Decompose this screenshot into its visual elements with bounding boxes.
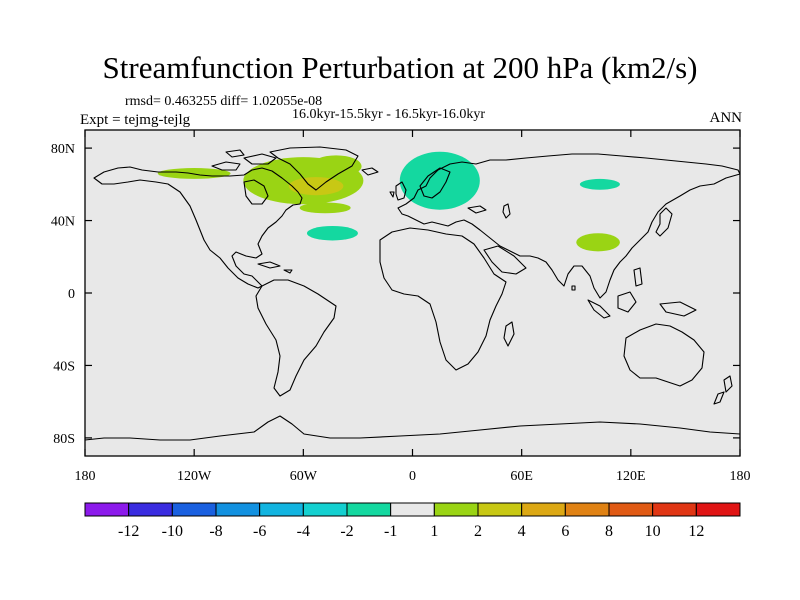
colorbar-label: -2 (340, 523, 353, 540)
colorbar-label: 12 (688, 523, 704, 540)
coast-philippines (633, 267, 643, 287)
stats-line: rmsd= 0.463255 diff= 1.02055e-08 (125, 94, 323, 109)
colorbar-swatch (477, 502, 523, 517)
coast-new-guinea (659, 301, 697, 317)
anomaly-layer (157, 151, 620, 252)
coastlines (84, 146, 741, 441)
colorbar-swatch (171, 502, 217, 517)
y-tick-label: 40N (51, 215, 75, 230)
y-tick-label: 80N (51, 142, 75, 157)
colorbar-swatch (433, 502, 479, 517)
x-tick-label: 180 (730, 469, 751, 484)
colorbar-label: -4 (297, 523, 310, 540)
colorbar-label: 2 (474, 523, 482, 540)
coast-australia (623, 323, 705, 387)
y-tick-label: 0 (68, 287, 75, 302)
anomaly-north-atlantic (299, 202, 351, 214)
colorbar-label: -12 (118, 523, 139, 540)
coast-greenland (269, 146, 359, 191)
chart-title: Streamfunction Perturbation at 200 hPa (… (102, 50, 698, 85)
coast-new-zealand (713, 375, 733, 405)
y-tick-label: 80S (53, 432, 75, 447)
colorbar-label: 1 (430, 523, 438, 540)
colorbar-label: 8 (605, 523, 613, 540)
x-tick-label: 120W (177, 469, 212, 484)
coast-japan (655, 207, 673, 237)
coast-black-sea (467, 205, 487, 214)
x-tick-label: 60W (290, 469, 318, 484)
period-label: 16.0kyr-15.5kyr - 16.5kyr-16.0kyr (292, 107, 486, 122)
colorbar-label: 10 (645, 523, 661, 540)
anomaly-alaska (157, 168, 231, 179)
x-tick-label: 0 (409, 469, 416, 484)
x-tick-label: 120E (616, 469, 646, 484)
coast-madagascar (503, 321, 515, 347)
anomaly-greenland (310, 155, 362, 178)
colorbar-swatch (390, 502, 435, 517)
colorbar-swatch (84, 502, 130, 517)
coast-caspian (502, 203, 511, 219)
colorbar-label: -6 (253, 523, 266, 540)
colorbar-label: -8 (209, 523, 222, 540)
colorbar-swatch (215, 502, 261, 517)
coast-africa (379, 227, 507, 371)
colorbar-label: -10 (162, 523, 183, 540)
coast-antarctica (84, 415, 741, 441)
experiment-label: Expt = tejmg-tejlg (80, 112, 191, 128)
anomaly-scandinavia-europe (399, 151, 480, 210)
coast-arctic-islands (211, 149, 277, 171)
coast-caribbean (257, 261, 293, 274)
x-tick-label: 180 (75, 469, 96, 484)
coast-british-isles (389, 181, 407, 201)
colorbar-swatch (302, 502, 348, 517)
colorbar-swatch (259, 502, 304, 517)
y-tick-label: 40S (53, 359, 75, 374)
colorbar-swatch (564, 502, 610, 517)
coast-hudson-bay (243, 179, 269, 205)
coast-sumatra (587, 299, 611, 319)
colorbar-label: 4 (518, 523, 526, 540)
colorbar-swatch (128, 502, 173, 517)
anomaly-labrador-core (288, 177, 344, 196)
colorbar-label: 6 (561, 523, 569, 540)
colorbar-swatch (652, 502, 697, 517)
coast-iceland (361, 167, 379, 176)
coast-north-america (93, 166, 303, 289)
coast-eurasia (397, 153, 741, 299)
colorbar-label: -1 (384, 523, 397, 540)
anomaly-siberia (579, 178, 620, 190)
coast-south-america (255, 279, 337, 397)
coast-arabia (483, 245, 527, 275)
x-tick-label: 60E (510, 469, 533, 484)
colorbar: -12 -10 -8 -6 -4 -2 -1 1 2 4 6 8 10 12 (84, 502, 741, 540)
anomaly-china (576, 233, 620, 252)
colorbar-swatch (346, 502, 392, 517)
coast-scandinavia (419, 167, 451, 199)
anomaly-western-north-atlantic (306, 225, 358, 241)
colorbar-swatch (521, 502, 566, 517)
coast-sri-lanka (571, 285, 576, 291)
coast-borneo (617, 291, 637, 313)
colorbar-swatch (608, 502, 654, 517)
season-label: ANN (709, 110, 743, 126)
axis-ticks: 180 120W 60W 0 60E 120E 180 80N 40N 0 40S 80S (51, 130, 751, 484)
colorbar-swatch (695, 502, 741, 517)
